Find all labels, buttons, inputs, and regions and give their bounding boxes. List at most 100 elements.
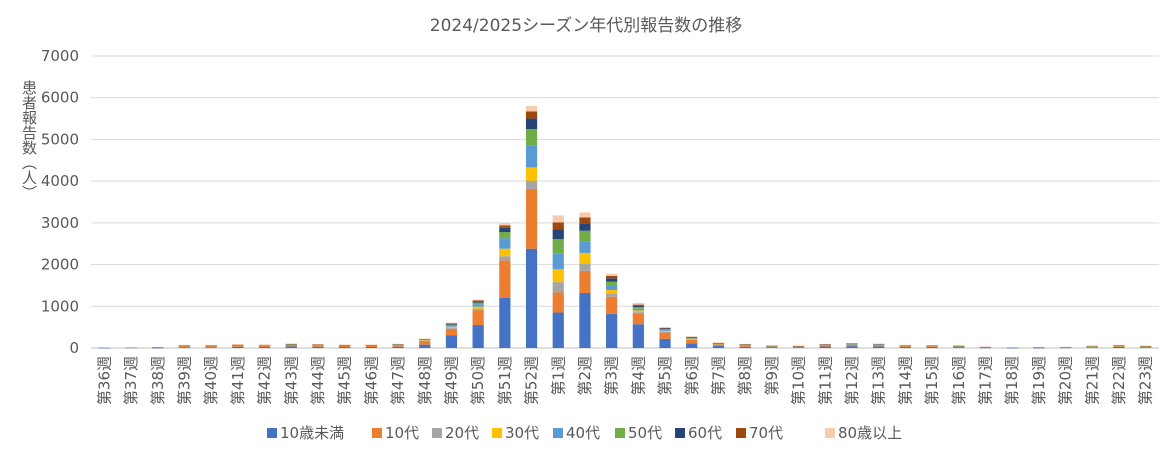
- bar-segment: [846, 344, 858, 347]
- bar-segment: [899, 345, 911, 347]
- bar-segment: [525, 106, 538, 112]
- x-tick-label: 第19週: [1030, 356, 1048, 405]
- bar-segment: [499, 297, 511, 348]
- bar-segment: [499, 248, 511, 257]
- bar-segment: [419, 341, 431, 345]
- bar-segment: [392, 343, 404, 345]
- bar-segment: [472, 310, 484, 326]
- bar-segment: [606, 313, 618, 348]
- bar-segment: [205, 345, 217, 348]
- bar-segment: [606, 285, 618, 291]
- bar-segment: [445, 328, 458, 336]
- bar-segment: [1006, 347, 1018, 348]
- bar-segment: [819, 346, 831, 348]
- bar-segment: [419, 339, 431, 341]
- bar-segment: [792, 345, 805, 347]
- bar-segment: [419, 340, 431, 341]
- bar-segment: [525, 180, 538, 190]
- bar-segment: [1113, 346, 1125, 348]
- legend-swatch: [372, 428, 382, 438]
- bar-segment: [659, 338, 671, 348]
- bar-segment: [1006, 347, 1018, 349]
- bar-segment: [873, 346, 885, 348]
- bar-segment: [445, 325, 458, 327]
- x-tick-label: 第52週: [523, 356, 541, 405]
- bar-segment: [445, 322, 458, 324]
- legend-item: 50代: [615, 424, 662, 442]
- x-tick-label: 第7週: [709, 356, 727, 396]
- bar-segment: [525, 248, 538, 348]
- bar-segment: [659, 328, 671, 330]
- legend-item: 60代: [675, 424, 722, 442]
- legend-item: 70代: [736, 424, 783, 442]
- bar-segment: [232, 344, 244, 345]
- x-tick-label: 第12週: [843, 356, 861, 405]
- x-tick-label: 第39週: [175, 356, 193, 405]
- bar-segment: [552, 239, 564, 254]
- bar-segment: [339, 346, 351, 348]
- bar-segment: [552, 222, 564, 230]
- bar-segment: [819, 345, 831, 347]
- bar-segment: [632, 324, 644, 348]
- bar-segment: [606, 273, 618, 276]
- x-tick-label: 第16週: [950, 356, 968, 405]
- x-tick-label: 第11週: [816, 356, 834, 405]
- x-tick-label: 第49週: [442, 356, 460, 405]
- bar-segment: [953, 347, 965, 348]
- bar-segment: [445, 335, 458, 348]
- bar-segment: [632, 305, 644, 308]
- bar-segment: [579, 263, 591, 271]
- legend-swatch: [267, 428, 277, 438]
- bar-segment: [232, 345, 244, 347]
- y-tick-label: 6000: [41, 89, 79, 107]
- bar-segment: [766, 345, 778, 346]
- bar-segment: [926, 346, 938, 348]
- bar-segment: [579, 292, 591, 348]
- bar-segment: [686, 337, 698, 339]
- bar-segment: [258, 344, 271, 346]
- y-axis-title: 患者報告数（人）: [20, 80, 38, 200]
- bar-segment: [499, 222, 511, 226]
- x-tick-label: 第2週: [576, 356, 594, 396]
- legend-item: 30代: [492, 424, 539, 442]
- bar-segment: [979, 347, 992, 349]
- x-tick-label: 第41週: [229, 356, 247, 405]
- y-tick-label: 0: [69, 339, 79, 357]
- bar-segment: [873, 344, 885, 346]
- legend-label: 80歳以上: [838, 424, 902, 442]
- bar-segment: [1140, 345, 1152, 347]
- bar-segment: [285, 343, 297, 345]
- x-tick-label: 第17週: [976, 356, 994, 405]
- bar-segment: [552, 312, 564, 348]
- x-tick-label: 第23週: [1137, 356, 1155, 405]
- bar-segment: [953, 345, 965, 346]
- bar-segment: [686, 339, 698, 340]
- legend-label: 20代: [445, 424, 479, 442]
- bar-segment: [472, 302, 484, 305]
- x-tick-label: 第5週: [656, 356, 674, 396]
- bar-segment: [659, 331, 671, 333]
- bar-segment: [525, 111, 538, 119]
- x-tick-label: 第40週: [202, 356, 220, 405]
- bar-segment: [659, 332, 671, 339]
- legend-label: 60代: [688, 424, 722, 442]
- bar-segment: [525, 167, 538, 181]
- bar-segment: [659, 327, 671, 328]
- bar-segment: [152, 347, 164, 348]
- bar-segment: [525, 129, 538, 146]
- bar-segment: [419, 344, 431, 348]
- bar-segment: [472, 325, 484, 348]
- bar-segment: [606, 281, 618, 286]
- bar-segment: [766, 346, 778, 348]
- bar-segment: [499, 227, 511, 233]
- bar-segment: [686, 336, 698, 337]
- bar-segment: [525, 118, 538, 129]
- bar-segment: [846, 346, 858, 348]
- bar-segment: [152, 347, 164, 349]
- bar-segment: [739, 346, 751, 348]
- legend-label: 10代: [385, 424, 419, 442]
- x-axis-ticks: 第36週 第37週 第38週 第39週 第40週 第41週 第42週 第43週 第44週 第45週…: [95, 356, 1154, 405]
- bar-segment: [632, 307, 644, 309]
- legend-label: 50代: [628, 424, 662, 442]
